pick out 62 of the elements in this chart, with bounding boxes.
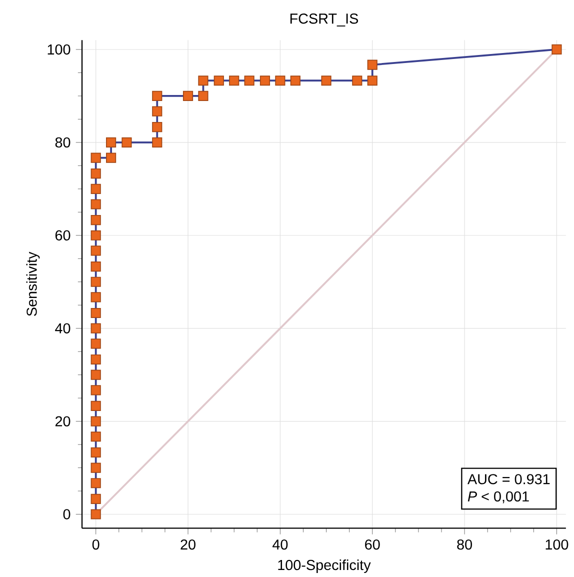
y-axis-title: Sensitivity [26,252,40,316]
point [90,276,101,287]
point [90,509,101,520]
x-tick-label: 40 [272,539,288,550]
point [198,90,208,102]
point [90,432,101,442]
point [90,168,101,179]
point [90,447,101,458]
point [90,292,101,302]
point [90,338,101,349]
point [90,416,101,426]
x-tick-label: 60 [365,539,380,550]
y-tick-label: 20 [55,416,70,426]
point [321,76,332,86]
point [90,261,101,272]
point [90,462,101,473]
point [152,137,162,148]
point [90,478,101,488]
point [122,137,132,148]
point [90,308,101,318]
point [90,246,101,256]
point [367,60,378,70]
point [198,76,208,86]
y-tick-label: 40 [55,323,70,334]
point [552,44,562,55]
y-tick-label: 80 [55,137,70,148]
point [106,137,116,148]
point [214,76,224,86]
x-axis-title: 100-Specificity [278,560,371,573]
point [352,76,362,86]
point [90,230,101,240]
x-tick-label: 0 [92,539,100,550]
point [244,76,254,86]
annotation: AUC = 0.931 [467,474,550,484]
point [182,90,193,102]
point [275,76,286,86]
point [260,76,270,86]
point [228,76,240,86]
point [90,215,101,226]
point [90,494,101,504]
x-tick-label: 100 [546,539,568,550]
point [90,184,101,194]
point [90,354,101,365]
annotation: P < 0,001 [468,491,529,504]
point [90,400,101,412]
point [106,152,116,163]
point [90,152,101,163]
point [90,370,101,380]
y-tick-label: 100 [48,44,70,55]
point [90,199,101,210]
point [152,122,162,132]
point [290,76,300,86]
point [152,90,162,102]
y-tick-label: 0 [63,509,70,520]
chart-title: FCSRT_IS [290,14,358,26]
x-tick-label: 80 [457,539,472,550]
y-tick-label: 60 [55,230,70,240]
point [367,76,378,86]
point [152,106,162,116]
x-tick-label: 20 [180,539,196,550]
point [90,323,101,334]
point [90,385,101,396]
